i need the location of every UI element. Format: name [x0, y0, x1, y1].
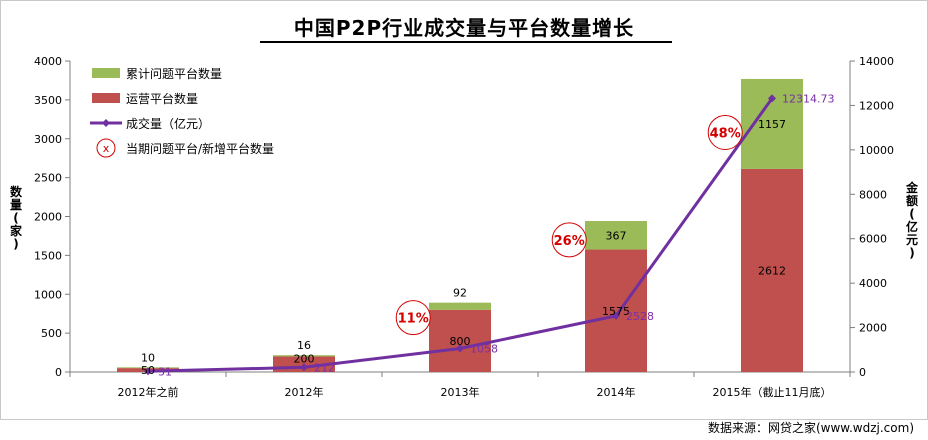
legend-circle-swatch — [96, 138, 116, 158]
percent-callout: 11% — [395, 300, 431, 336]
left-tick-label: 3000 — [34, 133, 62, 146]
data-source-note: 数据来源：网贷之家(www.wdzj.com) — [707, 421, 914, 435]
volume-point — [456, 344, 464, 353]
bar-problem-platforms — [429, 302, 491, 310]
right-tick-label: 6000 — [859, 233, 887, 246]
left-tick-label: 500 — [41, 327, 62, 340]
legend-line-marker — [102, 119, 110, 127]
left-tick-label: 2000 — [34, 211, 62, 224]
x-category-label: 2015年（截止11月底） — [713, 385, 832, 399]
volume-point — [612, 311, 620, 320]
bar-problem-platforms — [585, 221, 647, 250]
left-axis-title: 数量(家) — [10, 184, 23, 251]
volume-point — [300, 363, 308, 372]
right-axis-title-char: ) — [909, 246, 914, 260]
bar-problem-value: 16 — [297, 339, 311, 352]
line-volume-value: 2528 — [626, 310, 654, 323]
right-tick-label: 10000 — [859, 144, 894, 157]
right-axis-title: 金额(亿元) — [905, 180, 919, 260]
percent-circle — [551, 222, 587, 258]
left-axis-title-char: ( — [13, 211, 18, 225]
line-layer — [144, 94, 776, 376]
right-tick-label: 2000 — [859, 322, 887, 335]
left-tick-label: 0 — [55, 366, 62, 379]
bar-operating-value: 1575 — [602, 305, 630, 318]
legend-item: 运营平台数量 — [92, 91, 198, 106]
percent-value: 11% — [398, 312, 429, 327]
legend-item: 成交量（亿元） — [90, 116, 210, 131]
right-axis-title-char: 亿 — [906, 219, 918, 234]
right-axis-title-char: 元 — [906, 233, 918, 247]
x-category-label: 2012年之前 — [118, 385, 179, 399]
right-tick-label: 8000 — [859, 188, 887, 201]
left-tick-label: 2500 — [34, 172, 62, 185]
left-tick-label: 4000 — [34, 55, 62, 68]
right-axis-title-char: ( — [909, 207, 914, 221]
bar-operating-value: 2612 — [758, 264, 786, 277]
percent-callout: 26% — [551, 222, 587, 258]
legend-label: 当期问题平台/新增平台数量 — [126, 141, 274, 156]
legend-circle-mark: x — [103, 142, 110, 155]
line-volume-value: 1058 — [470, 342, 498, 355]
left-tick-label: 1500 — [34, 249, 62, 262]
legend-item: x 当期问题平台/新增平台数量 — [96, 138, 274, 158]
chart-canvas: 0 500 1000 1500 2000 2500 3000 3500 4000 0 2000 400… — [10, 55, 919, 399]
line-volume-value: 12314.73 — [782, 92, 835, 105]
right-axis-title-char: 金 — [905, 180, 919, 195]
percent-callout: 48% — [707, 115, 743, 151]
x-category-label: 2013年 — [441, 385, 480, 399]
bar-operating-platforms — [429, 309, 491, 372]
volume-point — [144, 367, 152, 376]
left-tick-label: 1000 — [34, 288, 62, 301]
bar-problem-platforms — [273, 355, 335, 357]
line-volume-value: 31 — [158, 365, 172, 378]
bar-operating-platforms — [741, 168, 803, 372]
right-tick-label: 0 — [859, 366, 866, 379]
title-underline — [260, 41, 672, 43]
legend-swatch — [92, 68, 120, 78]
bars-layer — [117, 78, 803, 372]
legend-label: 运营平台数量 — [126, 91, 198, 106]
legend-item: 累计问题平台数量 — [92, 66, 222, 81]
bar-problem-value: 1157 — [758, 118, 786, 131]
volume-point — [768, 94, 776, 103]
bar-operating-platforms — [585, 249, 647, 372]
legend-label: 累计问题平台数量 — [126, 66, 222, 81]
line-volume-value: 212 — [314, 361, 335, 374]
bar-problem-platforms — [741, 78, 803, 169]
left-tick-label: 3500 — [34, 94, 62, 107]
right-tick-label: 12000 — [859, 99, 894, 112]
left-axis-title-char: ) — [13, 237, 18, 251]
x-category-label: 2012年 — [285, 385, 324, 399]
legend-swatch — [92, 93, 120, 103]
right-tick-label: 14000 — [859, 55, 894, 68]
legend-label: 成交量（亿元） — [126, 116, 210, 131]
x-category-label: 2014年 — [597, 385, 636, 399]
bar-problem-value: 10 — [141, 351, 155, 364]
bar-operating-value: 800 — [450, 335, 471, 348]
percent-circle — [707, 115, 743, 151]
bar-problem-value: 367 — [606, 229, 627, 242]
left-axis-title-char: 量 — [10, 198, 22, 212]
right-axis-title-char: 额 — [906, 193, 918, 208]
percent-circle — [395, 300, 431, 336]
left-axis-title-char: 家 — [10, 223, 23, 238]
right-tick-label: 4000 — [859, 277, 887, 290]
bar-operating-value: 200 — [294, 352, 315, 365]
percent-value: 26% — [554, 234, 585, 249]
percent-value: 48% — [710, 127, 741, 142]
left-axis-title-char: 数 — [10, 184, 23, 199]
chart-title: 中国P2P行业成交量与平台数量增长 — [293, 16, 635, 40]
bar-problem-value: 92 — [453, 287, 467, 300]
bar-operating-value: 50 — [141, 364, 155, 377]
